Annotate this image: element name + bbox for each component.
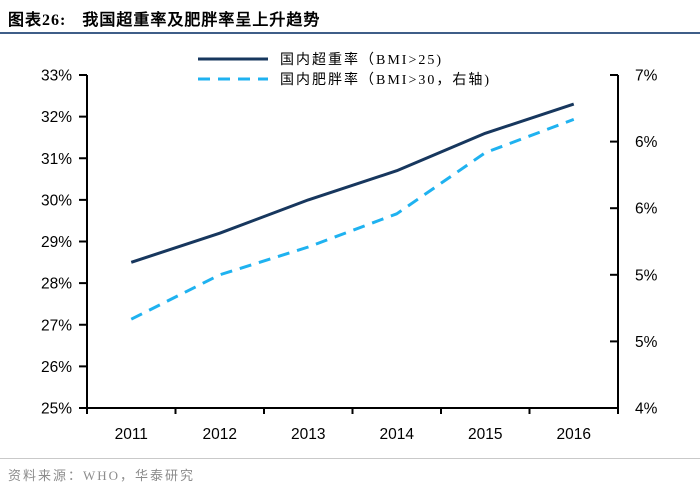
- legend-dashed-line-icon: [198, 77, 268, 81]
- figure-title-text: 我国超重率及肥胖率呈上升趋势: [82, 12, 321, 29]
- chart-legend: 国内超重率（BMI>25) 国内肥胖率（BMI>30，右轴): [198, 49, 491, 89]
- series-line-obesity: [130, 117, 575, 321]
- left-tick-label: 27%: [41, 317, 72, 334]
- legend-label-obesity: 国内肥胖率（BMI>30，右轴): [280, 73, 492, 88]
- x-tick-label: 2015: [468, 426, 502, 443]
- x-tick-label: 2016: [557, 426, 591, 443]
- left-tick-label: 32%: [41, 109, 72, 126]
- x-tick-label: 2011: [115, 426, 148, 443]
- right-tick-label: 6%: [635, 134, 658, 151]
- legend-item-overweight: 国内超重率（BMI>25): [198, 49, 491, 69]
- source-note: 资料来源：WHO，华泰研究: [8, 468, 196, 483]
- legend-solid-line-icon: [198, 57, 268, 61]
- x-tick-label: 2013: [291, 426, 325, 443]
- right-tick-label: 5%: [635, 334, 658, 351]
- right-tick-label: 5%: [635, 267, 658, 284]
- left-tick-label: 33%: [41, 68, 72, 85]
- legend-item-obesity: 国内肥胖率（BMI>30，右轴): [198, 69, 491, 89]
- title-divider: [0, 32, 700, 34]
- legend-label-overweight: 国内超重率（BMI>25): [280, 53, 444, 68]
- figure-number: 图表26:: [8, 12, 67, 29]
- x-tick-label: 2014: [380, 426, 415, 443]
- x-tick-label: 2012: [203, 426, 237, 443]
- axes: [79, 74, 619, 414]
- left-tick-label: 29%: [41, 234, 72, 251]
- left-tick-label: 28%: [41, 276, 72, 293]
- left-tick-label: 25%: [41, 401, 72, 418]
- figure-title: 图表26: 我国超重率及肥胖率呈上升趋势: [8, 6, 692, 30]
- left-tick-label: 26%: [41, 359, 72, 376]
- right-tick-label: 6%: [635, 201, 658, 218]
- left-tick-label: 31%: [41, 151, 72, 168]
- left-tick-label: 30%: [41, 192, 72, 209]
- right-tick-label: 7%: [635, 68, 658, 85]
- series-line-overweight: [130, 102, 575, 264]
- footer-divider: [0, 458, 700, 459]
- right-tick-label: 4%: [635, 401, 658, 418]
- axis-labels: 33% 32% 31% 30% 29% 28% 27% 26% 25% 7% 6% 6% 5% 5% 4% 2…: [41, 68, 658, 444]
